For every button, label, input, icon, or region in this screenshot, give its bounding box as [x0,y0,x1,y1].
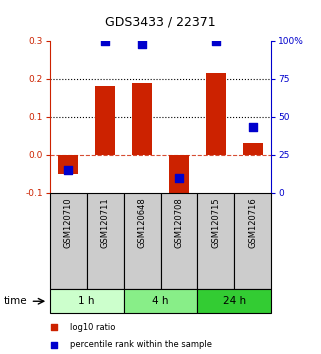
Bar [234,193,271,289]
Bar [243,143,263,155]
Bar [160,193,197,289]
Point [213,38,218,44]
Text: 1 h: 1 h [78,296,95,306]
Point [66,167,71,173]
Text: GSM120711: GSM120711 [100,198,110,249]
Text: percentile rank within the sample: percentile rank within the sample [70,340,212,349]
Text: GSM120715: GSM120715 [211,198,221,249]
Point [102,38,108,44]
Text: GSM120710: GSM120710 [64,198,73,249]
Text: log10 ratio: log10 ratio [70,323,115,332]
Bar [197,193,234,289]
Bar [87,193,124,289]
Text: GSM120716: GSM120716 [248,198,257,249]
Bar [197,289,271,313]
Point [52,324,57,330]
Bar [124,289,197,313]
Bar [124,193,160,289]
Bar [50,289,124,313]
Bar [95,86,115,155]
Bar [206,73,226,155]
Bar [50,193,87,289]
Text: 4 h: 4 h [152,296,169,306]
Text: GSM120648: GSM120648 [137,198,147,249]
Text: GDS3433 / 22371: GDS3433 / 22371 [105,16,216,29]
Bar [132,82,152,155]
Point [177,175,182,181]
Point [140,41,145,47]
Point [52,342,57,348]
Text: 24 h: 24 h [223,296,246,306]
Bar [58,155,78,174]
Point [250,125,256,130]
Bar [169,155,189,193]
Text: GSM120708: GSM120708 [174,198,184,249]
Text: time: time [3,296,27,306]
